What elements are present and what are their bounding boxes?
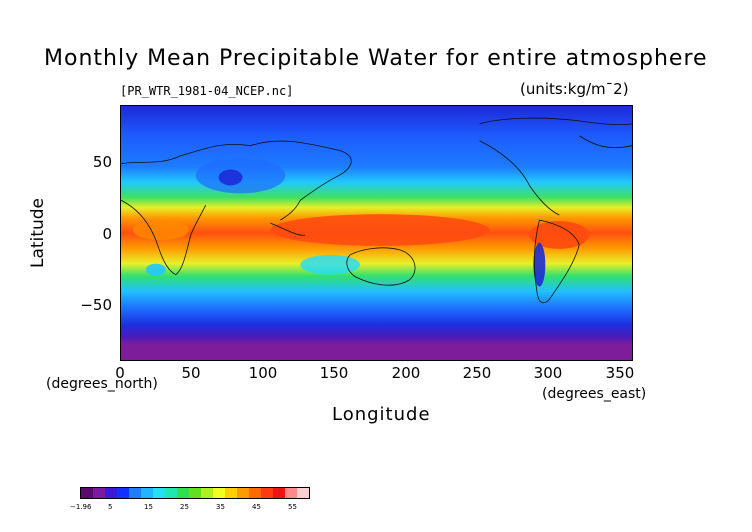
units-label: (units:kg/m¯2) bbox=[520, 80, 629, 98]
colorbar-swatch bbox=[248, 488, 262, 498]
colorbar-swatch bbox=[117, 488, 130, 498]
colorbar-label: 5 bbox=[108, 503, 113, 511]
x-tick-label: 50 bbox=[181, 364, 201, 382]
colorbar-swatch bbox=[261, 488, 274, 498]
colorbar-swatch bbox=[224, 488, 238, 498]
color-bar bbox=[80, 487, 310, 499]
colorbar-swatch bbox=[272, 488, 286, 498]
colorbar-swatch bbox=[213, 488, 226, 498]
colorbar-swatch bbox=[93, 488, 106, 498]
colorbar-label: 55 bbox=[288, 503, 297, 511]
x-tick-label: 300 bbox=[533, 364, 563, 382]
colorbar-swatch bbox=[128, 488, 142, 498]
colorbar-label: 45 bbox=[252, 503, 261, 511]
file-label: [PR_WTR_1981-04_NCEP.nc] bbox=[120, 84, 294, 98]
x-unit-left: (degrees_north) bbox=[46, 376, 158, 392]
x-tick-label: 250 bbox=[462, 364, 492, 382]
colorbar-swatch bbox=[285, 488, 298, 498]
colorbar-swatch bbox=[141, 488, 154, 498]
x-unit-right: (degrees_east) bbox=[542, 386, 647, 402]
colorbar-swatch bbox=[296, 488, 309, 498]
x-axis-label: Longitude bbox=[332, 404, 431, 425]
y-tick-label: −50 bbox=[80, 296, 112, 314]
colorbar-swatch bbox=[189, 488, 202, 498]
colorbar-swatch bbox=[152, 488, 166, 498]
colorbar-label: 15 bbox=[144, 503, 153, 511]
moisture-features bbox=[132, 157, 590, 287]
colorbar-swatch bbox=[237, 488, 250, 498]
y-axis-label: Latitude bbox=[28, 198, 48, 268]
x-tick-label: 100 bbox=[248, 364, 278, 382]
precipitable-water-map bbox=[120, 105, 633, 361]
colorbar-swatch bbox=[176, 488, 190, 498]
colorbar-swatch bbox=[200, 488, 214, 498]
colorbar-label: 35 bbox=[216, 503, 225, 511]
map-title: Monthly Mean Precipitable Water for enti… bbox=[44, 46, 708, 71]
colorbar-label: −1.96 bbox=[70, 503, 92, 511]
colorbar-swatch bbox=[104, 488, 118, 498]
colorbar-swatch bbox=[165, 488, 178, 498]
x-tick-label: 200 bbox=[391, 364, 421, 382]
colorbar-label: 25 bbox=[180, 503, 189, 511]
x-tick-label: 150 bbox=[319, 364, 349, 382]
x-tick-label: 0 bbox=[115, 364, 125, 382]
colorbar-swatch bbox=[81, 488, 94, 498]
y-tick-label: 0 bbox=[102, 225, 112, 243]
x-tick-label: 350 bbox=[605, 364, 635, 382]
coastlines bbox=[121, 117, 632, 304]
y-tick-label: 50 bbox=[92, 153, 112, 171]
